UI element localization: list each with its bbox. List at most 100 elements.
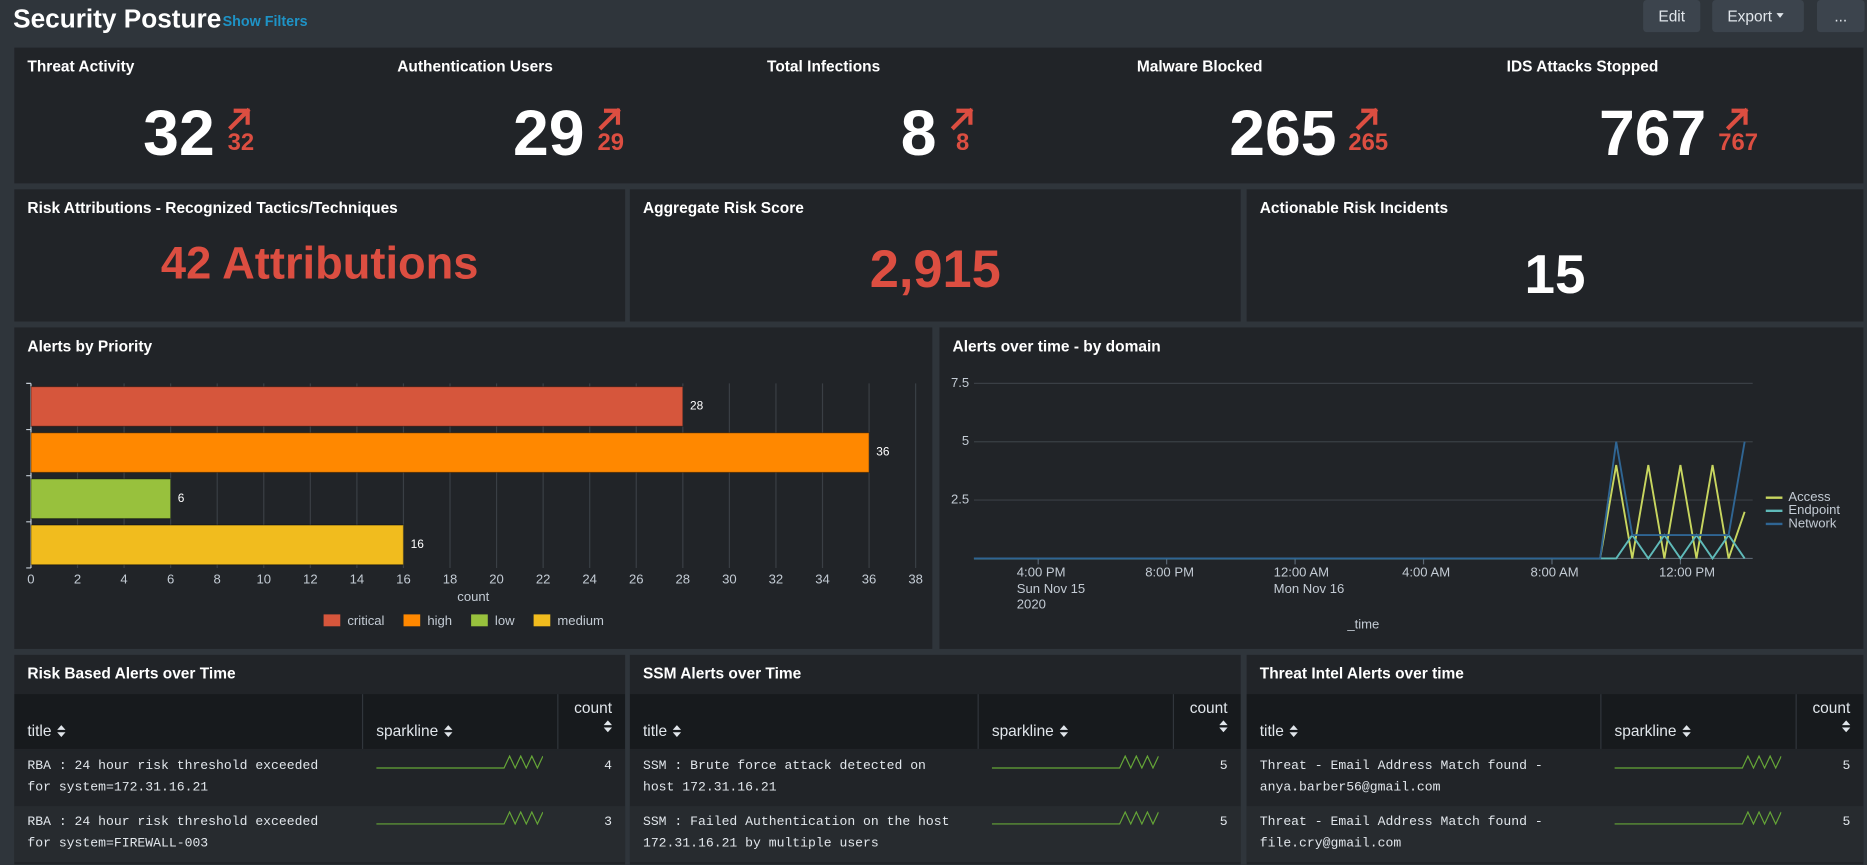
edit-button[interactable]: Edit <box>1643 0 1701 33</box>
column-header[interactable]: title <box>1259 721 1299 741</box>
sort-shape <box>1682 725 1691 738</box>
button-label: ... <box>1834 7 1848 26</box>
legend-label: critical <box>347 613 384 628</box>
kpi-delta: 32 <box>227 129 255 156</box>
bar <box>30 524 405 566</box>
value-label: 28 <box>690 399 704 413</box>
sparkline <box>991 754 1159 770</box>
kpi-value: 8 <box>900 97 937 170</box>
button-label: Edit <box>1658 7 1686 26</box>
sparkline-line <box>991 810 1159 826</box>
kpi: Threat Activity 32 32 <box>14 48 384 184</box>
table-panel: SSM Alerts over Time title sparkline count S… <box>629 654 1241 865</box>
x-tick-label: 4 <box>120 571 127 586</box>
sort-shape <box>1059 725 1069 738</box>
column-label: count <box>1812 698 1851 717</box>
column-header[interactable]: title <box>642 721 682 741</box>
sparkline-line <box>1614 754 1782 770</box>
x-tick-label: 28 <box>676 571 691 586</box>
y-tick-label: 5 <box>962 433 969 448</box>
column-label: sparkline <box>376 721 439 740</box>
show-filters[interactable]: Show Filters <box>222 13 308 30</box>
risk-panel: Risk Attributions - Recognized Tactics/T… <box>14 189 626 322</box>
bar-chart: 0 2 4 6 8 10 12 14 16 18 20 22 24 26 28 30 32 34 36 3828366… <box>26 382 923 628</box>
value-label: 36 <box>876 445 890 459</box>
table-panel: Threat Intel Alerts over time title sparkl… <box>1246 654 1864 865</box>
more-button[interactable]: ... <box>1816 0 1865 33</box>
panel-title: Risk Based Alerts over Time <box>27 664 236 683</box>
sort-icon <box>603 720 613 733</box>
kpi-title: Threat Activity <box>27 57 135 76</box>
panel-title: Alerts by Priority <box>27 336 153 355</box>
table-row: RBA : 24 hour risk threshold exceeded fo… <box>14 750 626 807</box>
column-header[interactable]: count <box>1190 699 1228 733</box>
kpi-group: 767 767 <box>1494 101 1864 165</box>
x-tick-label: 14 <box>350 571 365 586</box>
x-tick-label: 2 <box>74 571 81 586</box>
legend-label: medium <box>557 613 604 628</box>
kpi-trend: 29 <box>596 105 625 155</box>
table-panel: Risk Based Alerts over Time title sparklin… <box>14 654 626 865</box>
sparkline <box>376 810 543 826</box>
x-tick-label: 34 <box>815 571 830 586</box>
sparkline-line <box>376 754 543 770</box>
export-button[interactable]: Export <box>1712 0 1804 33</box>
kpi-value: 29 <box>512 97 585 170</box>
x-tick-label: 22 <box>536 571 551 586</box>
button-label: Export <box>1727 7 1773 26</box>
sort-shape <box>1841 720 1851 733</box>
bar <box>30 432 870 474</box>
kpi-group: 32 32 <box>14 101 384 165</box>
trend-arrow <box>228 107 251 131</box>
trend-arrow <box>1725 107 1749 131</box>
cell-title: RBA : 24 hour risk threshold exceeded fo… <box>27 759 319 796</box>
trend-arrow <box>598 107 621 131</box>
x-tick-label: 8:00 AM <box>1530 565 1579 580</box>
arrow-shape <box>950 107 973 131</box>
bar <box>30 386 684 427</box>
single-value: 15 <box>1524 242 1586 305</box>
trend-arrow <box>950 107 973 131</box>
cell-count: 5 <box>1842 759 1851 774</box>
legend-swatch <box>323 614 341 627</box>
cell-count: 4 <box>604 759 613 774</box>
cell-count: 5 <box>1219 815 1228 830</box>
kpi: IDS Attacks Stopped 767 767 <box>1494 48 1864 184</box>
column-header[interactable]: sparkline <box>992 722 1069 741</box>
kpi-title: Total Infections <box>767 57 881 76</box>
sort-icon <box>673 725 682 738</box>
x-tick-label: 4:00 PM Sun Nov 15 2020 <box>1016 565 1086 613</box>
single-value: 2,915 <box>869 240 1001 299</box>
kpi-delta: 8 <box>956 129 970 156</box>
chart-panel: Alerts over time - by domain 2.5 5 7.5 _time… <box>939 327 1864 649</box>
x-tick-label: 36 <box>862 571 877 586</box>
column-divider <box>1172 694 1175 749</box>
cell-count: 5 <box>1842 815 1851 830</box>
arrow-shape <box>228 107 251 131</box>
panel-title: SSM Alerts over Time <box>642 664 802 683</box>
column-header[interactable]: sparkline <box>376 721 453 741</box>
column-header[interactable]: count <box>1812 698 1851 733</box>
cell-title: SSM : Brute force attack detected on hos… <box>642 759 926 796</box>
table-row: SSM : Brute force attack detected on hos… <box>629 750 1241 807</box>
column-header[interactable]: title <box>27 721 66 741</box>
table-row: Threat - Email Address Match found - fil… <box>1246 806 1864 863</box>
kpi-delta: 29 <box>597 129 624 156</box>
legend-label: high <box>427 613 452 628</box>
sparkline-line <box>376 810 543 826</box>
bar <box>30 478 172 520</box>
sort-shape <box>57 725 66 738</box>
column-label: title <box>642 721 668 740</box>
column-label: title <box>1259 721 1284 740</box>
kpi-trend: 32 <box>227 105 256 155</box>
column-header[interactable]: sparkline <box>1615 722 1691 741</box>
value-label: 6 <box>178 491 185 505</box>
column-divider <box>1795 694 1797 749</box>
single-value: 42 Attributions <box>160 239 479 290</box>
column-header[interactable]: count <box>574 699 613 733</box>
column-label: title <box>27 721 52 740</box>
cell-count: 5 <box>1219 759 1228 774</box>
column-divider <box>557 694 559 749</box>
kpi-delta: 265 <box>1348 129 1389 156</box>
